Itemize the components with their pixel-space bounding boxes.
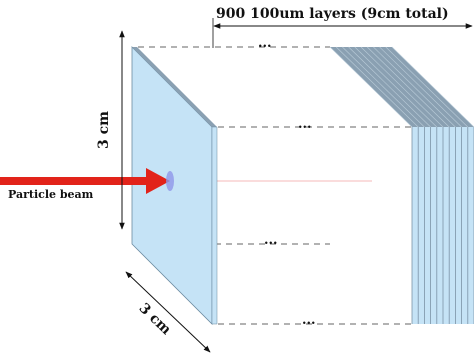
beam-spot (166, 171, 174, 191)
stack-top-slice-line (354, 46, 438, 128)
stack-top-slice-line (366, 46, 450, 128)
beam-arrowhead (146, 168, 170, 194)
stack-title-label: 900 100um layers (9cm total) (216, 6, 449, 22)
particle-beam (0, 168, 174, 194)
stack-top-slice-line (329, 46, 413, 128)
stack-top-slice-line (385, 46, 469, 128)
beam-shaft (0, 177, 150, 185)
stack-top-slice-lines (329, 46, 474, 128)
depth-label: 3 cm (136, 300, 175, 338)
stack-top-slice-line (335, 46, 419, 128)
stack-slices (411, 127, 474, 324)
stack-top-slice-line (342, 46, 425, 128)
single-layer-side-edge (211, 126, 218, 325)
stack-top-slice-line (360, 46, 444, 128)
dimension-arrows (119, 18, 473, 353)
ellipsis-top-back: ... (258, 36, 272, 51)
dashed-guide-lines (138, 46, 412, 325)
single-layer (131, 46, 218, 325)
ellipsis-bottom-back: ... (264, 233, 278, 248)
stack-top-slice-line (373, 46, 456, 128)
stack-top-slice-line (379, 46, 462, 128)
ellipsis-bottom-front: ... (302, 313, 316, 328)
stack-top-slice-line (348, 46, 431, 128)
stack-top-slice-line (391, 46, 474, 128)
height-label: 3 cm (96, 111, 112, 149)
beam-label: Particle beam (8, 188, 94, 201)
ellipsis-top-front: ... (298, 117, 312, 132)
layer-stack (329, 46, 474, 324)
depth-arrow (125, 271, 211, 353)
single-layer-top-edge (132, 47, 217, 127)
